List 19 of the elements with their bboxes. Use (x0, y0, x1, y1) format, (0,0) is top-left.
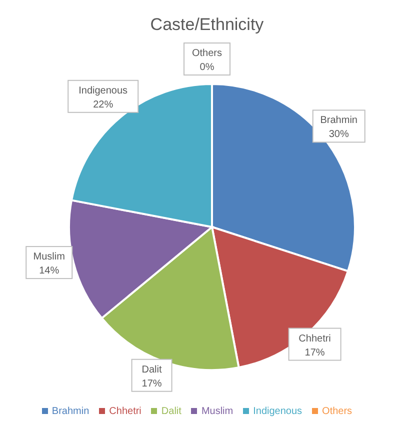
data-label: 17% (142, 378, 162, 390)
legend-label: Indigenous (253, 406, 302, 417)
legend-label: Dalit (161, 406, 182, 417)
slice-label: Muslim (33, 252, 65, 263)
slice-label: Indigenous (78, 85, 128, 96)
text: 0% (200, 62, 214, 73)
legend-label: Brahmin (52, 406, 90, 417)
legend-label: Others (322, 406, 352, 417)
legend-label: Chhetri (109, 406, 142, 417)
category-label: Others (192, 48, 222, 59)
slice-label: Brahmin (320, 115, 358, 126)
legend-label: Muslim (201, 406, 234, 417)
slice-label: Dalit (142, 364, 162, 376)
data-label: 14% (39, 266, 60, 277)
data-label: 17% (304, 347, 325, 358)
chart-title: Caste/Ethnicity (150, 15, 264, 34)
data-label: 30% (328, 129, 349, 140)
slice-label: Chhetri (298, 333, 331, 344)
data-label: 22% (93, 99, 114, 110)
